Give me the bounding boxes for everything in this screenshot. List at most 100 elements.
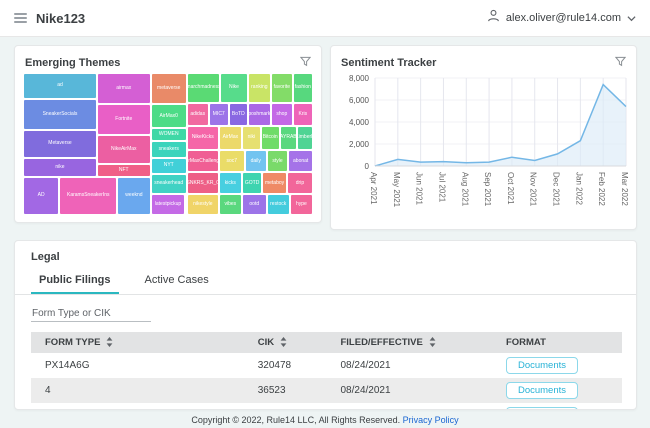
treemap-tile[interactable]: ranking <box>247 73 271 103</box>
treemap-tile[interactable]: shop <box>270 102 293 126</box>
treemap-tile[interactable]: marchmadness <box>186 73 221 103</box>
documents-button[interactable]: Documents <box>505 407 579 409</box>
column-header-format: FORMAT <box>491 332 622 353</box>
x-tick-label: Aug 2021 <box>460 172 469 207</box>
treemap-tile[interactable]: vibes <box>218 193 242 215</box>
card-title: Emerging Themes <box>25 57 121 69</box>
treemap-tile[interactable]: latestpickup <box>150 193 186 215</box>
form-type-cik-input[interactable] <box>31 306 151 322</box>
table-row: PX14A6G 320478 08/24/2021 Documents <box>31 353 622 378</box>
user-email: alex.oliver@rule14.com <box>505 12 621 24</box>
treemap-tile[interactable]: style <box>266 149 289 173</box>
x-tick-label: Jan 2022 <box>574 172 583 205</box>
column-header-cik[interactable]: CIK <box>243 332 327 353</box>
sort-icon[interactable] <box>280 337 287 348</box>
treemap-tile[interactable]: SNKRS_KR_0 <box>186 172 219 194</box>
treemap-tile[interactable]: ootd <box>241 193 267 215</box>
treemap-tile[interactable]: BoTD <box>228 102 248 126</box>
x-tick-label: Jun 2021 <box>415 172 424 205</box>
cell-cik: 36523 <box>243 378 327 403</box>
tab-public-filings[interactable]: Public Filings <box>31 270 119 294</box>
y-tick-label: 0 <box>365 162 370 171</box>
column-header-filed-effective[interactable]: FILED/EFFECTIVE <box>326 332 492 353</box>
treemap-tile[interactable]: AD <box>23 176 60 215</box>
treemap-tile[interactable]: KaramsSneakerIns <box>59 176 118 215</box>
treemap-tile[interactable]: abonat <box>288 149 313 173</box>
treemap-tile[interactable]: sneakers <box>150 141 187 159</box>
table-row: 4 36523 08/24/2021 Documents <box>31 378 622 403</box>
cell-filed-effective: 08/24/2021 <box>326 403 491 409</box>
treemap-tile[interactable]: poshmark <box>247 102 271 126</box>
treemap-tile[interactable]: ad <box>23 73 97 99</box>
treemap-tile[interactable]: AirMax0 <box>150 104 187 129</box>
treemap-tile[interactable]: drip <box>286 172 313 194</box>
emerging-themes-card: Emerging Themes ad SneakerSocials Metavers… <box>14 45 322 223</box>
treemap-tile[interactable]: Fortnite <box>96 104 151 136</box>
treemap-tile[interactable]: soc7 <box>218 149 245 173</box>
filter-icon[interactable] <box>299 54 312 72</box>
treemap-tile[interactable]: AirMax <box>218 125 242 150</box>
sentiment-tracker-header: Sentiment Tracker <box>331 46 636 76</box>
treemap-tile[interactable]: adidas <box>186 102 209 126</box>
x-tick-label: May 2021 <box>392 172 401 208</box>
form-filter-field <box>31 303 636 322</box>
cell-form-type: 4 <box>31 403 244 409</box>
x-tick-label: Oct 2021 <box>506 172 515 205</box>
sort-icon[interactable] <box>106 337 113 348</box>
treemap-tile[interactable]: NikeKicks <box>186 125 219 150</box>
x-tick-label: Apr 2021 <box>369 172 378 205</box>
treemap-tile[interactable]: nikestyle <box>186 193 219 215</box>
column-header-form-type[interactable]: FORM TYPE <box>31 332 244 353</box>
treemap-tile[interactable]: daily <box>244 149 267 173</box>
treemap-tile[interactable]: NFT <box>96 163 151 177</box>
treemap-tile[interactable]: nike <box>23 158 97 177</box>
privacy-policy-link[interactable]: Privacy Policy <box>402 415 459 425</box>
treemap-tile[interactable]: hype <box>289 193 313 215</box>
tab-active-cases[interactable]: Active Cases <box>144 274 209 286</box>
cell-form-type: PX14A6G <box>45 360 90 371</box>
nav-left: Nike123 <box>14 11 85 26</box>
x-tick-label: Nov 2021 <box>529 172 538 207</box>
sentiment-area <box>375 84 626 166</box>
treemap-tile[interactable]: fashion <box>292 73 313 103</box>
treemap-tile[interactable]: Bitcoin <box>260 125 280 150</box>
treemap-tile[interactable]: favorite <box>270 73 293 103</box>
treemap-tile[interactable]: GOTD <box>241 172 263 194</box>
treemap-tile[interactable]: Kris <box>292 102 313 126</box>
treemap-tile[interactable]: NYT <box>150 158 187 174</box>
treemap-tile[interactable]: sneakerhead <box>150 173 187 194</box>
sort-icon[interactable] <box>429 337 436 348</box>
x-tick-label: Jul 2021 <box>437 172 446 203</box>
y-tick-label: 8,000 <box>349 74 370 83</box>
treemap-tile[interactable]: SneakerSocials <box>23 98 97 130</box>
hamburger-menu-icon[interactable] <box>14 13 27 23</box>
treemap-tile[interactable]: MIC7 <box>208 102 229 126</box>
treemap-tile[interactable]: weeknd <box>117 176 151 215</box>
treemap-tile[interactable]: Kimberly <box>297 125 313 150</box>
treemap-tile[interactable]: niki <box>241 125 261 150</box>
filter-icon[interactable] <box>614 54 627 72</box>
y-tick-label: 4,000 <box>349 118 370 127</box>
brand-title: Nike123 <box>36 10 86 26</box>
treemap-tile[interactable]: restock <box>266 193 290 215</box>
column-label: FORM TYPE <box>45 337 101 348</box>
x-tick-label: Mar 2022 <box>620 172 629 206</box>
treemap-tile[interactable]: Metaverse <box>23 129 97 159</box>
treemap-tile[interactable]: NikeAirMax <box>96 135 151 164</box>
documents-button[interactable]: Documents <box>505 357 579 374</box>
treemap-tile[interactable]: kicks <box>218 172 242 194</box>
user-menu[interactable]: alex.oliver@rule14.com <box>487 9 636 27</box>
treemap-tile[interactable]: AirMaxChallenge <box>186 149 219 173</box>
treemap-tile[interactable]: airmax <box>96 73 151 105</box>
treemap-tile[interactable]: WOMEN <box>150 128 187 142</box>
legal-section-title: Legal <box>31 251 60 263</box>
treemap-tile[interactable]: AYRAB <box>279 125 298 150</box>
documents-button[interactable]: Documents <box>505 382 579 399</box>
sentiment-chart: 8,000 6,000 4,000 2,000 0 Apr 2021 May 2021 Jun… <box>339 70 630 227</box>
treemap-tile[interactable]: metaboy <box>262 172 287 194</box>
treemap-tile[interactable]: Nike <box>220 73 248 103</box>
card-title: Sentiment Tracker <box>341 57 437 69</box>
x-tick-label: Dec 2021 <box>552 172 561 207</box>
sentiment-tracker-card: Sentiment Tracker 8,000 6,000 4,000 2,000 0 A… <box>330 45 637 230</box>
treemap-tile[interactable]: metaverse <box>150 73 187 105</box>
